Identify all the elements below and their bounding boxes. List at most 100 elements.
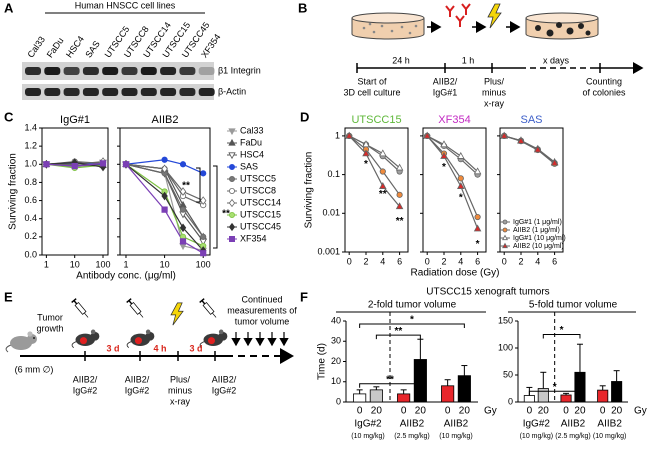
y-tick-label: 0 — [336, 396, 341, 406]
x-tick-label: 10 — [160, 259, 170, 269]
legend-marker — [502, 242, 508, 249]
marker — [161, 191, 168, 201]
blot-band — [179, 67, 196, 75]
marker — [550, 158, 559, 166]
x-tick-label: 10 — [70, 259, 80, 269]
marker — [200, 170, 207, 177]
legend-marker — [228, 175, 235, 182]
step-label: AIIB2/ — [73, 374, 98, 384]
series-line — [125, 163, 204, 247]
y-tick-label: 1.4 — [24, 122, 37, 132]
legend-marker — [228, 138, 236, 146]
start-label: Tumor — [37, 312, 63, 322]
blot-band — [63, 88, 80, 96]
marker — [345, 131, 353, 139]
series-line — [125, 159, 204, 174]
sig-label: * — [442, 162, 446, 173]
marker — [473, 167, 482, 175]
cells — [362, 22, 418, 35]
step-label: minus — [168, 385, 193, 395]
x-tick-label: 0 — [401, 406, 407, 417]
measure-arrows — [231, 332, 289, 347]
marker — [161, 206, 168, 213]
marker — [179, 161, 187, 168]
legend-marker — [228, 235, 236, 243]
xray-bolt — [170, 302, 184, 326]
syringe — [70, 297, 92, 321]
blot-band — [179, 88, 196, 96]
y-tick-label: 0.2 — [24, 231, 37, 241]
marker — [179, 223, 187, 233]
series-line — [348, 135, 400, 169]
marker — [423, 131, 431, 139]
x-tick-label: 20 — [574, 406, 586, 417]
lane-label: HSC4 — [64, 34, 86, 59]
bar — [597, 389, 609, 403]
sig-label: * — [476, 239, 480, 250]
blot-band — [102, 88, 119, 96]
syringe — [125, 297, 147, 321]
legend-marker — [228, 198, 236, 208]
marker — [457, 151, 465, 159]
step-label: IgG#2 — [125, 385, 150, 395]
y-tick-label: 0.4 — [24, 213, 37, 223]
followup-label: Continued — [241, 294, 282, 304]
step-label: Counting — [586, 76, 622, 86]
series-line — [125, 163, 204, 251]
subplot-title: XF354 — [438, 114, 470, 126]
y-tick-label: 0.01 — [322, 208, 340, 218]
sig-label: ** — [396, 216, 404, 227]
bar — [611, 381, 623, 403]
y-tick-label: 0.8 — [24, 177, 37, 187]
sig-bracket — [213, 165, 218, 249]
lane-label: SAS — [83, 39, 102, 59]
panel-label: E — [4, 289, 13, 304]
legend-label: FaDu — [240, 137, 262, 147]
subplot-title: 2-fold tumor volume — [368, 300, 457, 311]
series-line — [504, 135, 555, 164]
y-tick-label: 0.6 — [24, 195, 37, 205]
x-tick-label: 4 — [458, 256, 463, 266]
step-label: AIIB2/ — [212, 374, 237, 384]
series-line — [504, 135, 555, 164]
x-tick-label: 20 — [371, 406, 383, 417]
dish-top — [351, 12, 425, 24]
marker — [474, 213, 481, 221]
x-tick-label: 20 — [415, 406, 427, 417]
step-label: Plus/ — [170, 374, 191, 384]
x-tick-label: 100 — [196, 259, 211, 269]
step-label: of colonies — [582, 87, 626, 97]
legend-label: HSC4 — [240, 149, 264, 159]
x-tick-label: 0 — [445, 406, 451, 417]
sig-bracket — [542, 334, 581, 339]
blot-band — [198, 67, 215, 75]
marker — [200, 196, 207, 205]
x-tick-label: 0 — [357, 406, 363, 417]
legend-marker — [228, 187, 235, 194]
y-axis-label: Surviving fraction — [304, 152, 315, 229]
marker — [161, 164, 168, 174]
blot-band — [44, 88, 61, 96]
sig-bracket — [375, 334, 421, 340]
marker — [473, 224, 482, 232]
interval: x days — [543, 55, 570, 65]
blot-band — [160, 67, 177, 75]
blot-band — [140, 67, 157, 75]
group-label: IgG#2 — [354, 419, 382, 430]
bar — [457, 375, 471, 403]
interval: 1 h — [462, 55, 475, 65]
sig-label: ** — [182, 181, 190, 192]
dish — [525, 12, 599, 40]
x-tick-label: 20 — [538, 406, 550, 417]
marker — [395, 163, 404, 171]
y-tick-label: 100 — [498, 342, 513, 352]
xray-bolt — [487, 3, 502, 29]
group-label: AIIB2 — [444, 419, 469, 430]
legend-label: XF354 — [240, 233, 267, 243]
series-line — [426, 135, 479, 176]
blot-band — [25, 67, 41, 75]
step-label: IgG#1 — [433, 87, 458, 97]
legend-box — [501, 217, 562, 251]
marker — [99, 160, 107, 167]
